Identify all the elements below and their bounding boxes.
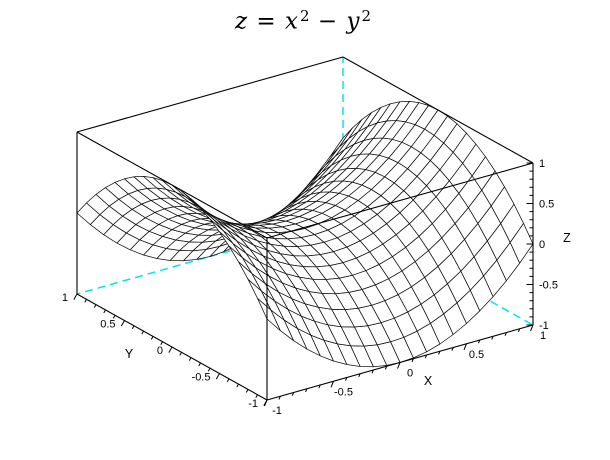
y-axis-tick <box>263 399 268 406</box>
y-axis-label: Y <box>125 347 134 361</box>
x-axis-tick <box>424 354 428 359</box>
y-axis-tick-label: 0 <box>157 345 163 357</box>
x-axis-tick <box>318 384 321 389</box>
x-axis-tick <box>491 336 494 340</box>
surface-mesh <box>76 101 534 368</box>
y-axis-tick <box>236 383 239 388</box>
title-var-z: z <box>234 8 249 35</box>
y-axis-tick <box>112 314 116 319</box>
title-exponent-2: 2 <box>361 7 372 25</box>
y-axis-tick-label: -0.5 <box>192 372 211 384</box>
y-axis-tick <box>255 394 258 398</box>
x-axis-tick <box>517 328 521 333</box>
y-axis-tick <box>179 352 182 356</box>
box-edge-1 <box>342 56 534 164</box>
y-axis-tick-label: -1 <box>248 398 258 410</box>
title-equals: = <box>248 8 286 35</box>
x-axis-tick <box>530 324 534 332</box>
y-axis-tick-label: 0.5 <box>100 319 115 331</box>
x-axis-tick-label: 1 <box>540 330 546 342</box>
x-axis-tick <box>504 332 507 336</box>
z-axis-tick-label: 0.5 <box>539 199 554 211</box>
title-minus: − <box>309 8 347 35</box>
y-axis-tick <box>120 320 125 327</box>
x-axis-label: X <box>424 374 433 388</box>
x-axis-tick <box>330 381 334 388</box>
y-axis-tick <box>103 309 106 314</box>
x-axis-tick <box>411 358 414 363</box>
x-axis-tick-label: -0.5 <box>334 386 353 398</box>
y-axis-tick <box>226 378 230 383</box>
y-axis-tick <box>215 373 220 380</box>
y-axis-tick <box>84 299 87 303</box>
y-axis-tick <box>207 367 211 372</box>
x-axis-tick <box>345 377 348 381</box>
x-axis-tick-label: -1 <box>272 405 282 417</box>
title-var-y: y <box>346 8 361 35</box>
x-axis-tick <box>463 343 467 350</box>
x-axis-tick-label: 0.5 <box>469 349 484 361</box>
z-axis-tick-label: -1 <box>539 320 549 332</box>
x-axis-tick-label: 0 <box>407 368 413 380</box>
z-axis-tick-label: -0.5 <box>539 280 558 292</box>
box-edge-0 <box>76 56 344 133</box>
x-axis-tick <box>438 351 441 355</box>
y-axis-tick-label: 1 <box>62 292 68 304</box>
y-axis-tick <box>160 341 163 345</box>
x-axis-tick <box>384 366 388 370</box>
z-axis-label: Z <box>563 231 571 245</box>
x-axis-tick <box>478 339 481 344</box>
y-axis-tick <box>198 362 201 367</box>
x-axis-tick <box>291 392 295 396</box>
title-var-x: x <box>285 8 299 35</box>
y-axis-tick <box>131 325 135 330</box>
x-axis-tick <box>278 396 281 400</box>
z-axis-tick-label: 0 <box>539 239 545 251</box>
x-axis-tick <box>451 347 454 351</box>
plot-title: z = x2 − y2 <box>0 6 606 35</box>
x-axis-tick <box>397 362 401 369</box>
x-axis-tick <box>305 388 308 393</box>
y-axis-tick <box>188 357 192 361</box>
x-axis-tick <box>371 369 374 374</box>
x-axis-tick <box>358 373 361 378</box>
y-axis-tick <box>93 304 97 308</box>
y-axis-tick <box>168 346 173 353</box>
y-axis-tick <box>141 330 144 335</box>
z-axis-tick-label: 1 <box>539 158 545 170</box>
title-exponent-1: 2 <box>300 7 311 25</box>
box-edge-3 <box>266 162 534 239</box>
box-edge-2 <box>76 131 268 239</box>
y-axis-tick <box>73 293 78 300</box>
y-axis-tick <box>245 389 249 393</box>
y-axis-tick <box>150 336 154 340</box>
